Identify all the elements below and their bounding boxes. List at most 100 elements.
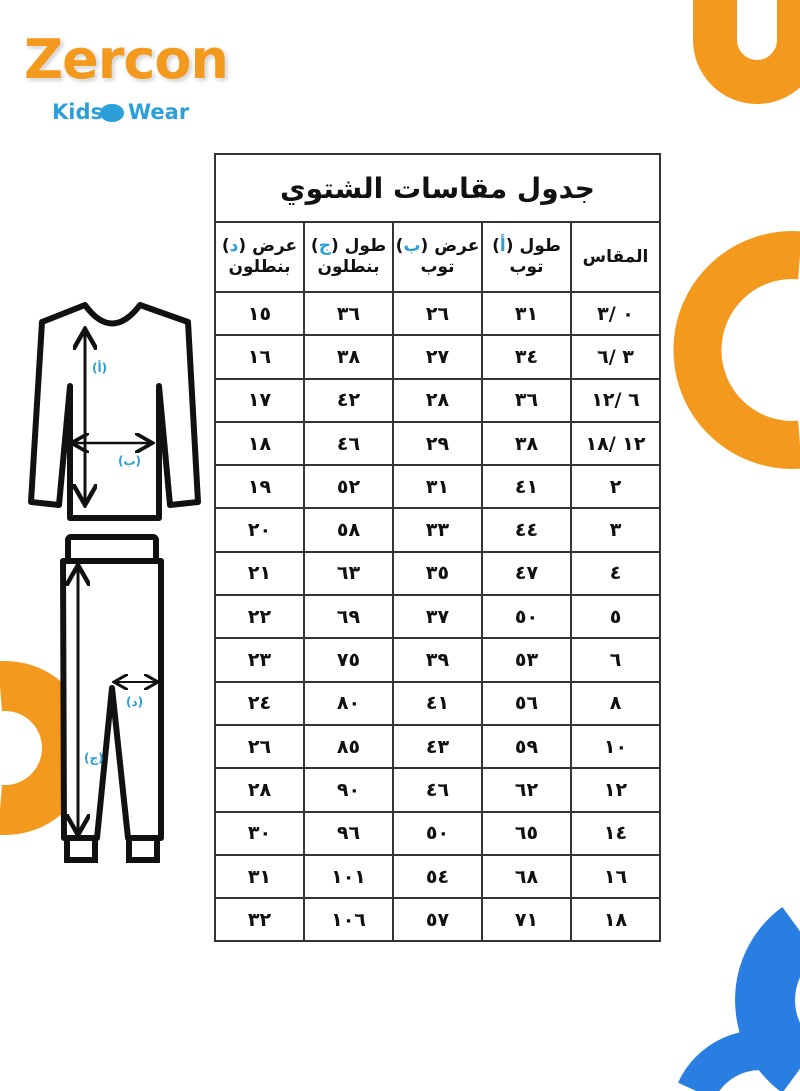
header-subtext: توب xyxy=(420,257,455,277)
header-row: المقاس طول (أ) توب عرض (ب) توب طول (ج) بنطلون ع… xyxy=(214,221,661,293)
table-row: ٦ ٥٣ ٣٩ ٧٥ ٢٣ xyxy=(214,637,661,683)
measurement-cell: ٣١ xyxy=(481,290,572,337)
orange-arc-top-right xyxy=(693,0,800,104)
header-letter: د xyxy=(229,236,239,256)
measurement-cell: ١٨ xyxy=(214,420,305,467)
measurement-cell: ٨٠ xyxy=(303,680,394,726)
measurement-cell: ٦٥ xyxy=(481,810,572,856)
measurement-cell: ٢٠ xyxy=(214,507,305,553)
table-row: ٤ ٤٧ ٣٥ ٦٣ ٢١ xyxy=(214,550,661,597)
measurement-cell: ٦٩ xyxy=(303,594,394,640)
measurement-cell: ٢٣ xyxy=(214,637,305,683)
size-chart-table: جدول مقاسات الشتوي المقاس طول (أ) توب عرض (… xyxy=(214,153,661,943)
measurement-cell: ٥٨ xyxy=(303,507,394,553)
table-row: ١٠ ٥٩ ٤٣ ٨٥ ٢٦ xyxy=(214,723,661,770)
measurement-cell: ٣٢ xyxy=(214,897,305,943)
label-b: (ب) xyxy=(118,454,141,468)
pants-cuff-right xyxy=(126,835,160,863)
table-row: ٥ ٥٠ ٣٧ ٦٩ ٢٢ xyxy=(214,594,661,640)
measurement-cell: ٦٣ xyxy=(303,550,394,597)
size-cell: ١٢ /١٨ xyxy=(570,420,661,467)
measurement-cell: ٩٠ xyxy=(303,767,394,813)
measurement-cell: ٦٨ xyxy=(481,853,572,900)
measurement-cell: ٣٠ xyxy=(214,810,305,856)
header-letter: ب xyxy=(403,236,421,256)
table-row: ١٨ ٧١ ٥٧ ١٠٦ ٣٢ xyxy=(214,897,661,943)
header-text: عرض xyxy=(434,236,480,256)
size-cell: ٣ /٦ xyxy=(570,334,661,380)
measurement-cell: ١٦ xyxy=(214,334,305,380)
baby-icon xyxy=(100,104,124,122)
header-text: طول xyxy=(344,236,387,256)
measurement-cell: ٢٦ xyxy=(392,290,483,337)
table-row: ٦ /١٢ ٣٦ ٢٨ ٤٢ ١٧ xyxy=(214,377,661,423)
measurement-cell: ١٧ xyxy=(214,377,305,423)
size-cell: ٠ /٣ xyxy=(570,290,661,337)
orange-ring-right xyxy=(673,231,800,469)
measurement-cell: ٩٦ xyxy=(303,810,394,856)
measurement-cell: ٢٦ xyxy=(214,723,305,770)
label-d: (د) xyxy=(126,695,143,709)
measurement-cell: ٣٤ xyxy=(481,334,572,380)
pants-waistband xyxy=(65,534,159,564)
measurement-cell: ١٠٦ xyxy=(303,897,394,943)
size-cell: ١٦ xyxy=(570,853,661,900)
measurement-cell: ٥٠ xyxy=(481,594,572,640)
measurement-cell: ٤١ xyxy=(481,464,572,510)
size-cell: ٨ xyxy=(570,680,661,726)
column-header: طول (أ) توب xyxy=(481,221,572,293)
shirt-outline xyxy=(28,302,201,521)
table-row: ٠ /٣ ٣١ ٢٦ ٣٦ ١٥ xyxy=(214,290,661,337)
measurement-cell: ٢٨ xyxy=(392,377,483,423)
measurement-cell: ٣٧ xyxy=(392,594,483,640)
brand-logo: Zercon Kids Wear xyxy=(18,28,229,138)
measurement-cell: ٢٨ xyxy=(214,767,305,813)
measurement-cell: ٥٧ xyxy=(392,897,483,943)
table-row: ٢ ٤١ ٣١ ٥٢ ١٩ xyxy=(214,464,661,510)
size-cell: ١٠ xyxy=(570,723,661,770)
size-cell: ٦ xyxy=(570,637,661,683)
measurement-cell: ٥٩ xyxy=(481,723,572,770)
measurement-cell: ٤٢ xyxy=(303,377,394,423)
measurement-cell: ٤٣ xyxy=(392,723,483,770)
measurement-cell: ٣٦ xyxy=(303,290,394,337)
measurement-cell: ٥٣ xyxy=(481,637,572,683)
table-row: ١٦ ٦٨ ٥٤ ١٠١ ٣١ xyxy=(214,853,661,900)
measurement-cell: ٥٢ xyxy=(303,464,394,510)
measurement-cell: ٤٦ xyxy=(303,420,394,467)
header-text: المقاس xyxy=(582,246,649,267)
measurement-cell: ٣٣ xyxy=(392,507,483,553)
measurement-cell: ٢١ xyxy=(214,550,305,597)
measurement-cell: ٤٧ xyxy=(481,550,572,597)
table-body: ٠ /٣ ٣١ ٢٦ ٣٦ ١٥ ٣ /٦ ٣٤ ٢٧ ٣٨ ١٦ ٦ /١٢ ٣٦ ٢٨ ٤٢ ١٧ ١٢ … xyxy=(214,290,661,943)
table-row: ٨ ٥٦ ٤١ ٨٠ ٢٤ xyxy=(214,680,661,726)
measurement-cell: ٣١ xyxy=(214,853,305,900)
measurement-cell: ٧٥ xyxy=(303,637,394,683)
measurement-cell: ٤١ xyxy=(392,680,483,726)
measurement-cell: ١٥ xyxy=(214,290,305,337)
pants-cuff-left xyxy=(64,835,98,863)
measurement-cell: ٢٢ xyxy=(214,594,305,640)
measurement-cell: ٢٧ xyxy=(392,334,483,380)
table-title: جدول مقاسات الشتوي xyxy=(214,153,661,223)
measurement-cell: ٦٢ xyxy=(481,767,572,813)
table-row: ٣ ٤٤ ٣٣ ٥٨ ٢٠ xyxy=(214,507,661,553)
measurement-cell: ٥٦ xyxy=(481,680,572,726)
size-cell: ٢ xyxy=(570,464,661,510)
measurement-cell: ٣٥ xyxy=(392,550,483,597)
header-text: عرض xyxy=(252,236,298,256)
size-cell: ٤ xyxy=(570,550,661,597)
measurement-cell: ٣٨ xyxy=(481,420,572,467)
garment-measurement-figure: (أ) (ب) (ج) (د) xyxy=(28,302,201,863)
measurement-cell: ٢٩ xyxy=(392,420,483,467)
column-header: عرض (ب) توب xyxy=(392,221,483,293)
size-cell: ٣ xyxy=(570,507,661,553)
header-subtext: بنطلون xyxy=(317,257,380,277)
measurement-cell: ١٠١ xyxy=(303,853,394,900)
logo-wear-text: Wear xyxy=(128,100,190,124)
table-row: ٣ /٦ ٣٤ ٢٧ ٣٨ ١٦ xyxy=(214,334,661,380)
label-c: (ج) xyxy=(84,751,104,765)
header-letter: ج xyxy=(318,236,331,256)
measurement-cell: ٢٤ xyxy=(214,680,305,726)
measurement-cell: ٥٠ xyxy=(392,810,483,856)
